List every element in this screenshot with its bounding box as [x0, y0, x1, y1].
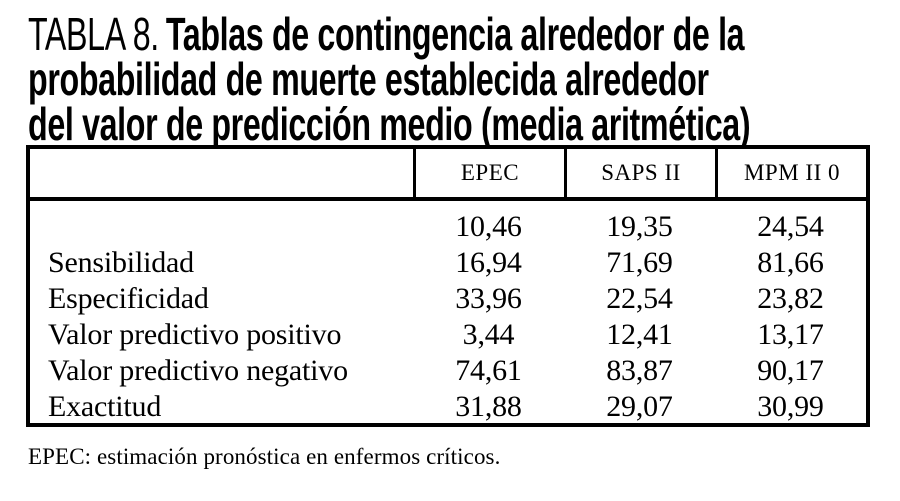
- cell-value: 74,61: [455, 354, 522, 387]
- cell-value: 10,46: [455, 210, 522, 243]
- cell-value: 90,17: [757, 354, 824, 387]
- cell-value: 30,99: [757, 390, 824, 423]
- row-label: Sensibilidad: [48, 246, 194, 279]
- table-header-row: EPEC SAPS II MPM II 0: [30, 149, 866, 201]
- cell-value: 19,35: [606, 210, 673, 243]
- table-row: Sensibilidad 16,94 71,69 81,66: [30, 245, 866, 281]
- cell-value: 13,17: [757, 318, 824, 351]
- header-col-epec: EPEC: [413, 149, 564, 197]
- cell-value: 83,87: [606, 354, 673, 387]
- title-line-3: del valor de predicción medio (media ari…: [28, 98, 751, 150]
- cell-value: 71,69: [606, 246, 673, 279]
- header-corner-cell: [30, 149, 413, 197]
- table-row: Exactitud 31,88 29,07 30,99: [30, 389, 866, 425]
- table-footnote: EPEC: estimación pronóstica en enfermos …: [28, 444, 501, 469]
- row-label: Especificidad: [48, 282, 209, 315]
- table-row: Especificidad 33,96 22,54 23,82: [30, 281, 866, 317]
- cell-value: 29,07: [606, 390, 673, 423]
- cell-value: 81,66: [757, 246, 824, 279]
- row-label: Valor predictivo negativo: [48, 354, 348, 387]
- table-body: 10,46 19,35 24,54 Sensibilidad 16,94 71,…: [30, 201, 866, 425]
- cell-value: 12,41: [606, 318, 673, 351]
- header-col-saps-ii: SAPS II: [564, 149, 715, 197]
- table-number-label: TABLA 8.: [28, 8, 159, 60]
- table-row: Valor predictivo negativo 74,61 83,87 90…: [30, 353, 866, 389]
- cell-value: 31,88: [455, 390, 522, 423]
- cell-value: 23,82: [757, 282, 824, 315]
- header-col-mpm-ii-0: MPM II 0: [715, 149, 866, 197]
- cell-value: 3,44: [462, 318, 515, 351]
- cell-value: 22,54: [606, 282, 673, 315]
- table-row: 10,46 19,35 24,54: [30, 209, 866, 245]
- cell-value: 33,96: [455, 282, 522, 315]
- row-label: Exactitud: [48, 390, 162, 423]
- cell-value: 16,94: [455, 246, 522, 279]
- row-label: Valor predictivo positivo: [48, 318, 342, 351]
- title-line-2: probabilidad de muerte establecida alred…: [28, 53, 709, 105]
- table-row: Valor predictivo positivo 3,44 12,41 13,…: [30, 317, 866, 353]
- cell-value: 24,54: [757, 210, 824, 243]
- page-title: TABLA 8. Tablas de contingencia alrededor…: [28, 11, 751, 150]
- contingency-table: EPEC SAPS II MPM II 0 10,46 19,35 24,54 …: [26, 145, 870, 427]
- title-line-1: Tablas de contingencia alrededor de la: [165, 8, 745, 60]
